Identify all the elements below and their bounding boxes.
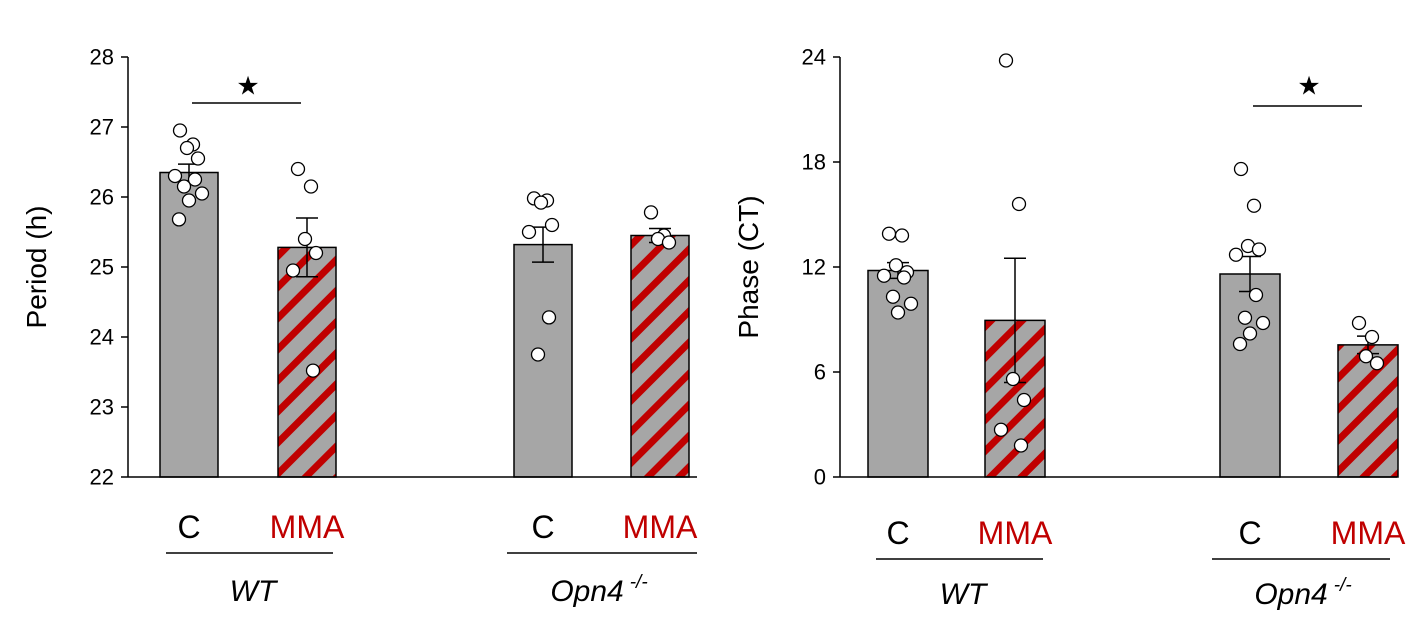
period-significance-star: ★ xyxy=(236,72,259,102)
data-point xyxy=(1364,329,1380,345)
data-point xyxy=(305,363,321,378)
data-point xyxy=(885,289,901,304)
y-tick-label: 0 xyxy=(814,465,826,490)
data-point xyxy=(303,179,319,194)
phase-significance-star: ★ xyxy=(1297,72,1320,102)
period-error-bars xyxy=(178,163,671,278)
data-point xyxy=(1351,315,1367,331)
period-significance: ★ xyxy=(192,72,301,104)
data-point xyxy=(890,305,906,320)
period-y-ticks: 22 23 24 25 26 27 28 xyxy=(90,45,128,490)
data-point xyxy=(1228,247,1244,262)
data-point xyxy=(179,140,195,156)
y-tick-label: 24 xyxy=(802,45,826,70)
y-tick-label: 27 xyxy=(90,115,114,140)
bar-control xyxy=(513,243,573,478)
data-point xyxy=(896,270,912,285)
period-group-label-opn4: Opn4 -/- xyxy=(550,572,647,608)
phase-category-label: C xyxy=(886,515,909,551)
data-point xyxy=(1237,310,1253,325)
phase-y-ticks: 0 6 12 18 24 xyxy=(802,45,840,490)
data-point xyxy=(541,310,557,325)
data-point xyxy=(530,347,546,362)
data-point xyxy=(172,123,188,138)
period-y-axis-label: Period (h) xyxy=(21,206,52,329)
y-tick-label: 23 xyxy=(90,395,114,420)
period-bars xyxy=(159,171,690,478)
phase-y-axis-label: Phase (CT) xyxy=(733,195,764,338)
phase-bars xyxy=(867,269,1399,478)
data-point xyxy=(1232,336,1248,352)
data-point xyxy=(888,258,904,273)
phase-axes xyxy=(839,57,1397,478)
data-point xyxy=(1013,438,1029,453)
data-point xyxy=(998,53,1014,68)
y-tick-label: 6 xyxy=(814,360,826,385)
data-point xyxy=(521,224,537,240)
bar-control xyxy=(1219,273,1281,478)
data-point xyxy=(308,245,324,261)
data-point xyxy=(1358,349,1374,364)
period-category-label: MMA xyxy=(270,509,345,545)
data-point xyxy=(881,226,897,241)
data-point xyxy=(1242,326,1258,341)
data-point xyxy=(1011,196,1027,212)
data-point xyxy=(993,422,1009,437)
phase-chart: Phase (CT) 0 6 12 18 24 ★ C MMA C MMA WT Opn… xyxy=(733,45,1406,612)
phase-group-label-wt: WT xyxy=(940,578,989,611)
period-group-label-wt: WT xyxy=(230,575,279,608)
bar-mma xyxy=(277,246,337,478)
phase-category-label: C xyxy=(1238,515,1261,551)
data-point xyxy=(187,172,203,187)
data-point xyxy=(1255,315,1271,331)
data-point xyxy=(894,228,910,243)
bar-mma xyxy=(630,234,690,478)
data-point xyxy=(190,151,206,166)
y-tick-label: 18 xyxy=(802,150,826,175)
y-tick-label: 12 xyxy=(802,255,826,280)
data-point xyxy=(643,205,659,220)
phase-group-label-opn4: Opn4 -/- xyxy=(1254,575,1351,611)
data-point xyxy=(903,296,919,311)
data-point xyxy=(285,263,301,278)
data-point xyxy=(533,195,549,210)
y-tick-label: 26 xyxy=(90,185,114,210)
data-point xyxy=(181,193,197,208)
phase-category-label: MMA xyxy=(978,515,1053,551)
data-point xyxy=(1246,198,1262,213)
y-tick-label: 28 xyxy=(90,45,114,70)
data-point xyxy=(1005,371,1021,387)
phase-data-points xyxy=(876,53,1385,453)
period-axes xyxy=(127,57,697,478)
data-point xyxy=(290,161,306,177)
y-tick-label: 24 xyxy=(90,325,114,350)
phase-category-label: MMA xyxy=(1331,515,1406,551)
data-point xyxy=(544,217,560,233)
data-point xyxy=(1251,242,1267,257)
data-point xyxy=(171,212,187,227)
y-tick-label: 22 xyxy=(90,465,114,490)
period-category-label: C xyxy=(531,509,554,545)
period-category-label: MMA xyxy=(623,509,698,545)
y-tick-label: 25 xyxy=(90,255,114,280)
data-point xyxy=(167,168,183,184)
period-category-label: C xyxy=(177,509,200,545)
bar-control xyxy=(159,171,219,478)
data-point xyxy=(297,231,313,247)
period-data-points xyxy=(167,123,677,378)
data-point xyxy=(1016,392,1032,408)
data-point xyxy=(176,179,192,194)
phase-error-bars xyxy=(887,255,1379,384)
bar-mma xyxy=(1337,344,1399,478)
data-point xyxy=(661,235,677,250)
data-point xyxy=(1369,356,1385,371)
data-point xyxy=(1248,287,1264,303)
phase-significance: ★ xyxy=(1253,72,1362,107)
data-point xyxy=(1233,161,1249,177)
data-point xyxy=(194,186,210,201)
data-point xyxy=(876,268,892,283)
